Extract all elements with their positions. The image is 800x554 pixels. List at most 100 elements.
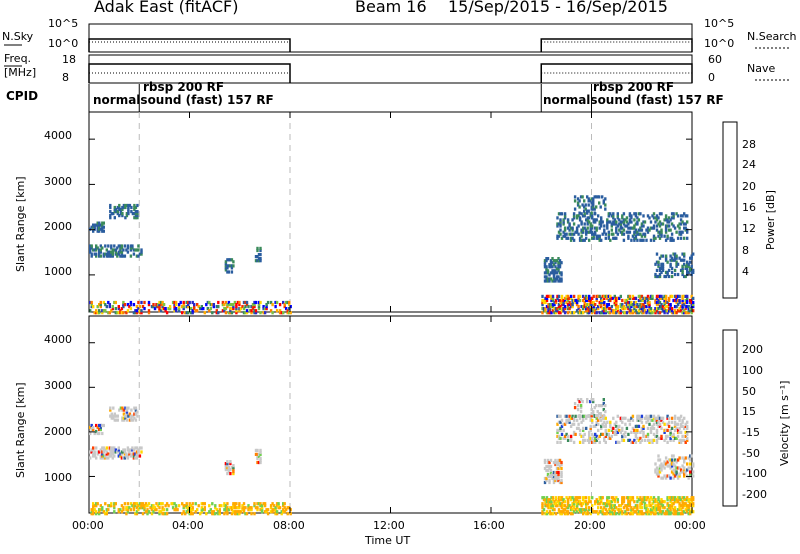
- power-echo-cell-940: [130, 210, 133, 214]
- velocity-echo-cell-316: [541, 502, 544, 506]
- power-echo-cell-1181: [591, 224, 594, 228]
- power-echo-cell-744: [684, 311, 687, 315]
- velocity-echo-cell-1596: [590, 408, 593, 412]
- power-echo-cell-1095: [563, 228, 567, 232]
- power-echo-cell-764: [690, 311, 693, 315]
- velocity-echo-cell-659: [652, 512, 656, 516]
- power-echo-cell-87: [158, 307, 161, 311]
- velocity-echo-cell-362: [554, 498, 558, 502]
- power-echo-cell-403: [580, 311, 583, 315]
- power-echo-cell-1211: [600, 222, 603, 226]
- velocity-echo-cell-878: [126, 456, 130, 460]
- velocity-echo-cell-506: [604, 504, 607, 508]
- power-echo-cell-1130: [575, 214, 579, 218]
- power-echo-cell-481: [603, 311, 606, 315]
- velocity-echo-cell-493: [600, 500, 603, 504]
- power-echo-cell-287: [544, 300, 547, 305]
- velocity-echo-cell-383: [560, 498, 564, 502]
- power-echo-cell-1210: [600, 224, 603, 228]
- power-echo-cell-309: [550, 303, 553, 307]
- power-echo-cell-399: [578, 311, 582, 315]
- power-echo-cell-736: [681, 300, 684, 305]
- velocity-echo-cell-1318: [636, 418, 639, 422]
- power-echo-cell-984: [257, 259, 261, 263]
- power-echo-cell-457: [595, 311, 598, 315]
- power-echo-cell-707: [670, 294, 674, 298]
- power-echo-cell-559: [628, 311, 632, 315]
- velocity-echo-cell-682: [658, 510, 662, 514]
- velocity-echo-cell-1259: [613, 432, 616, 436]
- power-echo-cell-1439: [678, 226, 681, 230]
- velocity-echo-cell-710: [667, 510, 671, 514]
- power-echo-cell-106: [171, 300, 175, 305]
- velocity-echo-cell-1235: [604, 440, 607, 444]
- power-echo-cell-86: [158, 309, 161, 313]
- power-echo-cell-1227: [607, 236, 610, 240]
- velocity-echo-cell-1168: [582, 414, 585, 418]
- velocity-echo-cell-855: [113, 450, 116, 454]
- power-echo-cell-985: [257, 257, 261, 261]
- velocity-echo-cell-24: [104, 512, 107, 516]
- velocity-echo-cell-111: [159, 502, 163, 506]
- power-echo-cell-189: [230, 307, 234, 311]
- velocity-echo-cell-1006: [232, 464, 235, 468]
- velocity-echo-cell-719: [669, 500, 672, 504]
- power-echo-cell-1250: [613, 222, 616, 226]
- velocity-echo-cell-1504: [664, 476, 668, 480]
- power-echo-cell-725: [678, 309, 681, 313]
- power-echo-cell-385: [572, 298, 576, 303]
- velocity-echo-cell-1145: [572, 418, 576, 422]
- power-echo-cell-626: [646, 298, 650, 303]
- power-echo-cell-848: [125, 248, 128, 252]
- velocity-echo-cell-1307: [633, 428, 636, 432]
- velocity-echo-cell-358: [553, 500, 556, 504]
- power-echo-cell-227: [253, 305, 256, 309]
- velocity-echo-cell-34: [113, 510, 116, 514]
- velocity-echo-cell-764: [681, 502, 684, 506]
- power-echo-cell-578: [633, 305, 636, 309]
- power-echo-cell-675: [661, 296, 665, 300]
- velocity-echo-cell-1011: [256, 454, 259, 458]
- velocity-echo-cell-440: [578, 500, 582, 504]
- power-echo-cell-163: [212, 303, 215, 307]
- power-echo-cell-596: [639, 305, 642, 309]
- power-echo-cell-604: [640, 305, 644, 309]
- velocity-echo-cell-535: [612, 498, 615, 502]
- velocity-echo-cell-786: [687, 500, 690, 504]
- power-echo-cell-45: [122, 305, 125, 309]
- velocity-echo-cell-834: [104, 448, 107, 452]
- velocity-echo-cell-200: [224, 510, 228, 514]
- power-echo-cell-921: [119, 207, 123, 212]
- velocity-echo-cell-1260: [613, 430, 616, 434]
- velocity-echo-cell-1529: [673, 470, 677, 474]
- velocity-echo-cell-1283: [621, 416, 624, 420]
- power-echo-cell-865: [137, 244, 140, 248]
- power-echo-cell-981: [256, 255, 259, 259]
- power-echo-cell-157: [208, 300, 211, 305]
- power-echo-cell-943: [133, 216, 136, 220]
- velocity-echo-cell-1344: [645, 434, 648, 438]
- power-echo-cell-1404: [664, 218, 668, 222]
- power-echo-cell-190: [230, 303, 234, 307]
- velocity-echo-cell-1083: [558, 480, 562, 485]
- power-echo-cell-1292: [627, 234, 630, 238]
- power-echo-cell-502: [609, 311, 612, 315]
- power-echo-cell-119: [177, 303, 181, 307]
- power-echo-cell-1323: [634, 212, 638, 216]
- velocity-echo-cell-602: [636, 508, 639, 512]
- velocity-echo-cell-1522: [670, 454, 674, 458]
- power-echo-cell-1057: [557, 257, 560, 261]
- power-echo-cell-1203: [598, 238, 601, 242]
- velocity-echo-cell-1127: [566, 434, 570, 438]
- power-echo-cell-678: [663, 307, 666, 311]
- velocity-echo-cell-1469: [684, 430, 687, 434]
- velocity-echo-cell-1230: [603, 436, 606, 440]
- power-echo-cell-1535: [683, 262, 686, 266]
- velocity-echo-cell-812: [93, 452, 96, 456]
- velocity-echo-cell-861: [117, 450, 120, 454]
- velocity-echo-cell-44: [122, 508, 125, 512]
- velocity-echo-cell-1185: [589, 436, 592, 440]
- velocity-echo-cell-315: [541, 504, 544, 508]
- power-echo-cell-649: [654, 298, 657, 303]
- power-echo-cell-1171: [589, 228, 592, 232]
